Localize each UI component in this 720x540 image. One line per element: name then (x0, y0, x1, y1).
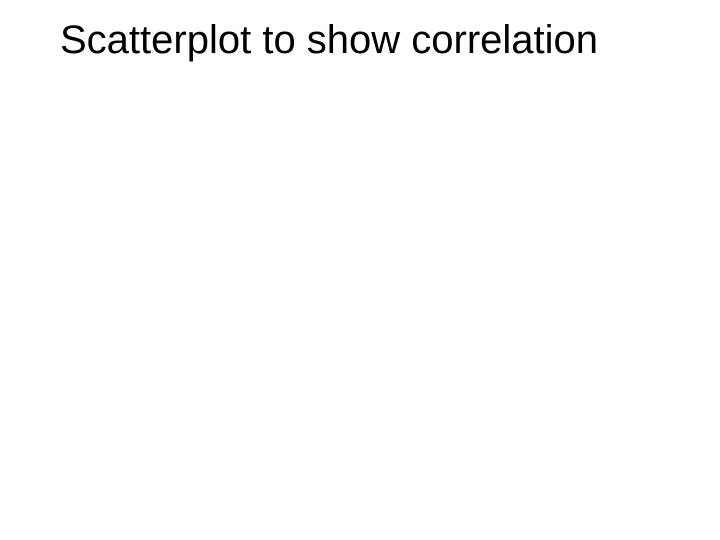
slide-title: Scatterplot to show correlation (60, 18, 598, 63)
